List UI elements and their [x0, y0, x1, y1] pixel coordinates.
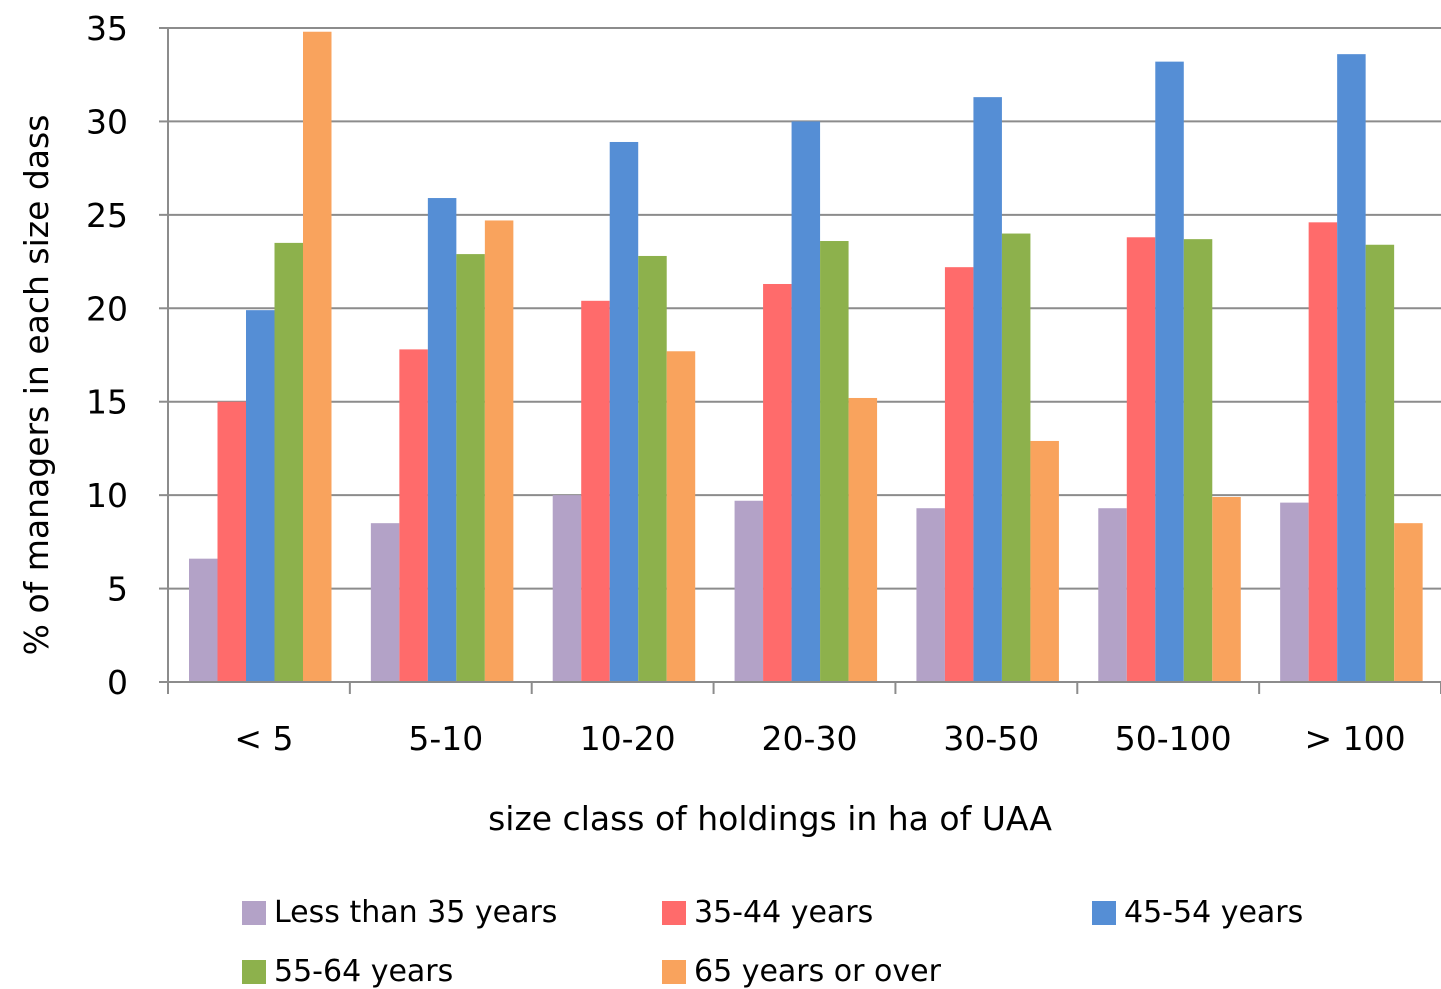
- x-tick-label: 20-30: [762, 719, 858, 758]
- bar-2-2: [399, 349, 428, 682]
- bar-4-3: [638, 255, 667, 683]
- y-tick-labels: 0 5 10 15 20 25 30 35: [86, 9, 168, 702]
- bar-5-2: [484, 220, 514, 682]
- x-tick-label: 50-100: [1115, 719, 1232, 758]
- x-tick-label: 10-20: [580, 719, 676, 758]
- bar-2-3: [581, 300, 610, 682]
- bar-2-7: [1308, 222, 1338, 682]
- y-axis-title: % of managers in each size dass: [17, 115, 56, 656]
- bar-1-7: [1280, 502, 1309, 682]
- bar-5-3: [666, 351, 696, 682]
- y-tick-label: 30: [86, 102, 128, 141]
- y-tick-label: 10: [86, 476, 128, 515]
- bar-4-4: [820, 241, 849, 682]
- x-tick-label: < 5: [234, 719, 293, 758]
- bar-3-6: [1155, 61, 1184, 683]
- bar-4-7: [1365, 244, 1395, 683]
- bar-1-1: [189, 558, 218, 682]
- bar-5-1: [303, 31, 332, 683]
- axes: [167, 28, 1441, 694]
- x-tick-label: > 100: [1305, 719, 1406, 758]
- bar-3-1: [246, 310, 275, 682]
- bar-5-7: [1394, 523, 1423, 682]
- y-tick-label: 20: [86, 289, 128, 328]
- x-tick-label: 30-50: [943, 719, 1039, 758]
- bar-1-5: [916, 508, 945, 682]
- bar-5-5: [1030, 440, 1059, 682]
- bar-4-2: [456, 254, 485, 682]
- bar-5-4: [848, 397, 878, 682]
- bar-3-7: [1337, 54, 1366, 683]
- bar-5-6: [1212, 497, 1241, 682]
- bar-2-1: [217, 401, 246, 682]
- x-tick-label: 5-10: [408, 719, 483, 758]
- bar-3-4: [791, 121, 821, 682]
- bars: [189, 31, 1423, 683]
- y-tick-label: 15: [86, 383, 128, 422]
- bar-3-5: [973, 97, 1002, 682]
- bar-1-3: [552, 495, 582, 682]
- bar-2-5: [944, 267, 974, 682]
- bar-2-6: [1126, 237, 1156, 682]
- bar-1-6: [1098, 508, 1127, 682]
- y-tick-label: 5: [107, 570, 128, 609]
- y-tick-label: 25: [86, 196, 128, 235]
- bar-2-4: [763, 283, 792, 682]
- bar-3-3: [609, 141, 639, 683]
- bar-4-1: [274, 242, 303, 682]
- y-tick-label: 0: [107, 663, 128, 702]
- y-tick-label: 35: [86, 9, 128, 48]
- bar-1-2: [370, 523, 400, 682]
- bar-4-6: [1183, 239, 1213, 683]
- x-tick-labels: < 5 5-10 10-20 20-30 30-50 50-100 > 100: [234, 719, 1405, 758]
- bar-4-5: [1001, 233, 1031, 683]
- x-axis-title: size class of holdings in ha of UAA: [488, 799, 1052, 838]
- bar-3-2: [427, 198, 457, 683]
- bar-1-4: [734, 500, 764, 682]
